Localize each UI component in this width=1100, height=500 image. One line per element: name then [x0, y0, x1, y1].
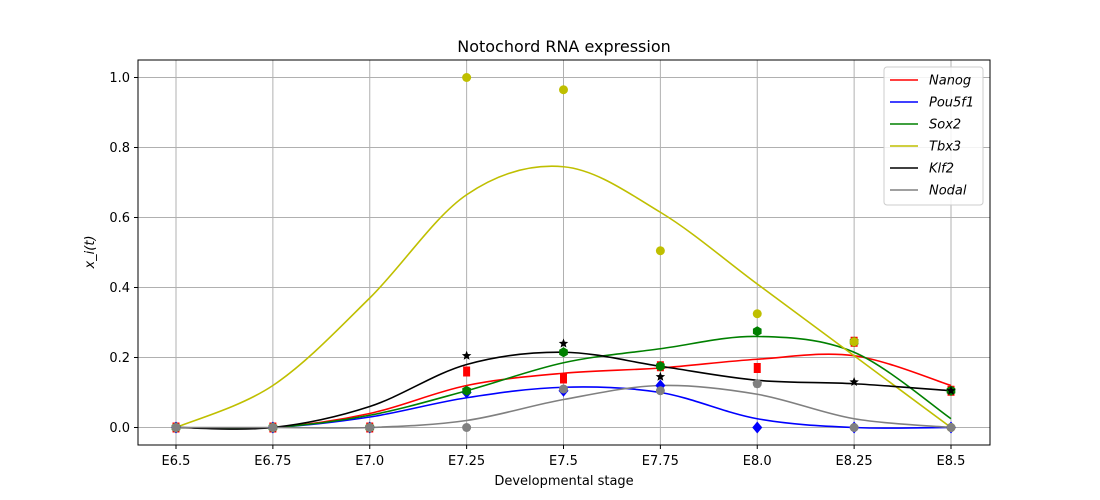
y-tick-label: 0.4 [109, 281, 130, 296]
data-point-sox2 [559, 347, 568, 358]
data-point-tbx3 [849, 337, 859, 347]
y-tick-label: 0.6 [109, 211, 130, 226]
data-point-sox2 [656, 361, 665, 372]
data-point-nodal [462, 423, 472, 432]
data-point-tbx3 [752, 309, 762, 319]
legend: Nanog Pou5f1 Sox2 Tbx3 Klf2 Nodal [883, 66, 984, 206]
data-point-sox2 [462, 385, 471, 396]
data-point-nanog [753, 363, 761, 373]
data-point-nodal [559, 384, 568, 394]
chart-title: Notochord RNA expression [457, 37, 671, 56]
data-point-klf2 [946, 385, 956, 395]
data-point-nodal [365, 423, 375, 432]
x-tick-label: E8.25 [836, 454, 873, 469]
data-point-tbx3 [655, 246, 665, 256]
data-point-nodal [171, 423, 181, 432]
legend-label-nanog: Nanog [929, 74, 971, 89]
x-tick-label: E6.75 [254, 454, 291, 469]
data-point-nodal [268, 423, 278, 432]
x-tick-label: E7.5 [549, 454, 578, 469]
data-point-klf2 [558, 338, 569, 348]
data-point-pou5f1 [752, 421, 763, 434]
data-point-nodal [655, 386, 665, 396]
data-point-klf2 [849, 377, 859, 387]
series-line-sox2 [175, 335, 952, 430]
x-tick-label: E7.25 [448, 454, 485, 469]
data-point-nodal [849, 423, 859, 432]
x-tick-label: E8.5 [937, 454, 966, 469]
y-tick-label: 0.0 [109, 421, 130, 436]
legend-label-nodal: Nodal [929, 184, 967, 199]
data-point-klf2 [655, 371, 666, 381]
y-tick-label: 1.0 [109, 71, 130, 86]
x-axis-label: Developmental stage [494, 474, 633, 489]
series-line-tbx3 [175, 165, 952, 429]
data-point-sox2 [752, 326, 762, 337]
series-line-nodal [176, 384, 952, 429]
x-tick-label: E7.0 [355, 454, 384, 469]
x-tick-label: E7.75 [642, 454, 679, 469]
data-point-nodal [752, 379, 762, 389]
y-tick-label: 0.8 [109, 141, 130, 156]
data-point-nanog [463, 366, 471, 377]
x-tick-label: E6.5 [162, 454, 191, 469]
y-tick-label: 0.2 [109, 351, 130, 366]
data-point-tbx3 [462, 73, 472, 82]
legend-label-sox2: Sox2 [929, 118, 961, 133]
data-point-nanog [560, 373, 567, 384]
legend-label-tbx3: Tbx3 [929, 140, 961, 155]
data-point-tbx3 [559, 85, 568, 95]
axis-ticks: E6.5 E6.75 E7.0 E7.25 E7.5 E7.75 E8.0 E8.25 E8.5… [109, 71, 965, 469]
series-markers [171, 73, 956, 434]
legend-label-klf2: Klf2 [929, 162, 954, 177]
x-tick-label: E8.0 [743, 454, 772, 469]
data-point-klf2 [461, 350, 472, 360]
y-axis-label: x_i(t) [83, 235, 98, 269]
data-point-nodal [946, 423, 956, 432]
legend-label-pou5f1: Pou5f1 [929, 96, 974, 111]
